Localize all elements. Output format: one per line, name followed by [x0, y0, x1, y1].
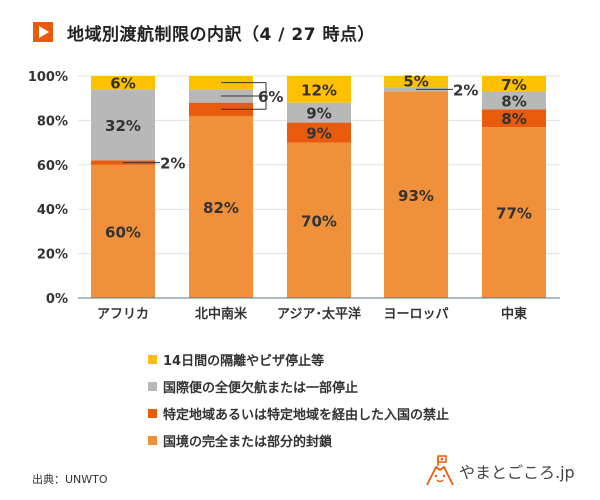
y-tick-label: 20% — [37, 248, 68, 263]
data-label: 9% — [306, 105, 331, 123]
chart-title: 地域別渡航制限の内訳（4 / 27 時点） — [67, 24, 375, 45]
bar-segment — [287, 102, 351, 123]
brand-logo: やまとごころ.jp — [425, 455, 575, 487]
y-tick-label: 100% — [28, 70, 68, 85]
data-label: 2% — [160, 155, 185, 173]
legend-swatch — [148, 409, 157, 418]
legend-label: 国際便の全便欠航または一部停止 — [163, 381, 359, 396]
data-label: 5% — [403, 73, 428, 91]
bar-segment — [287, 122, 351, 143]
data-label: 8% — [501, 92, 526, 110]
y-tick-label: 60% — [37, 159, 68, 174]
data-label: 93% — [398, 187, 434, 205]
data-label: 8% — [501, 110, 526, 128]
bar-segment — [482, 91, 546, 110]
bar-segment — [482, 127, 546, 298]
y-tick-label: 40% — [37, 203, 68, 218]
data-label: 70% — [301, 212, 337, 230]
bar-segment — [384, 76, 448, 88]
data-label: 6% — [258, 88, 283, 106]
bar-segment — [384, 91, 448, 298]
x-tick-label: 中東 — [501, 306, 527, 322]
data-label: 6% — [110, 75, 135, 93]
bar-segment — [91, 76, 155, 90]
legend-label: 国境の完全または部分的封鎖 — [163, 435, 333, 450]
play-triangle-icon — [33, 22, 53, 42]
source-note: 出典：UNWTO — [32, 473, 108, 486]
stacked-bar-chart: 0% 20% 40% 60% 80% 100% 60% 2% 32% 6% 82% 6% 70% 9% 9%… — [28, 70, 560, 322]
x-tick-label: アジア･太平洋 — [277, 306, 361, 322]
legend-item: 国境の完全または部分的封鎖 — [148, 427, 449, 454]
bar-segment — [482, 109, 546, 128]
bar-segment — [287, 76, 351, 103]
legend-label: 特定地域あるいは特定地域を経由した入国の禁止 — [163, 408, 450, 423]
bar-segment — [91, 89, 155, 161]
bar-segment — [482, 76, 546, 92]
x-tick-label: アフリカ — [97, 307, 149, 322]
data-label: 2% — [453, 81, 478, 99]
data-label: 60% — [105, 223, 141, 241]
mountain-mascot-icon — [426, 455, 454, 486]
legend-swatch — [148, 355, 157, 364]
bar-segment — [189, 115, 253, 299]
legend: 14日間の隔離やビザ停止等国際便の全便欠航または一部停止特定地域あるいは特定地域… — [148, 346, 449, 454]
legend-item: 14日間の隔離やビザ停止等 — [148, 346, 449, 373]
data-label: 9% — [306, 125, 331, 143]
data-label: 12% — [301, 81, 337, 99]
data-label: 82% — [203, 199, 239, 217]
legend-swatch — [148, 436, 157, 445]
data-label: 7% — [501, 76, 526, 94]
data-label: 77% — [496, 205, 532, 223]
legend-label: 14日間の隔離やビザ停止等 — [163, 354, 325, 369]
legend-item: 特定地域あるいは特定地域を経由した入国の禁止 — [148, 400, 449, 427]
chart-title-row: 地域別渡航制限の内訳（4 / 27 時点） — [33, 20, 375, 45]
x-tick-label: ヨーロッパ — [383, 307, 448, 322]
y-tick-label: 80% — [37, 114, 68, 129]
bar-segment — [287, 142, 351, 298]
y-tick-label: 0% — [46, 292, 68, 307]
brand-name: やまとごころ.jp — [459, 463, 575, 482]
data-label: 32% — [105, 117, 141, 135]
bar-segment — [91, 164, 155, 298]
x-tick-label: 北中南米 — [195, 306, 248, 322]
legend-swatch — [148, 382, 157, 391]
legend-item: 国際便の全便欠航または一部停止 — [148, 373, 449, 400]
